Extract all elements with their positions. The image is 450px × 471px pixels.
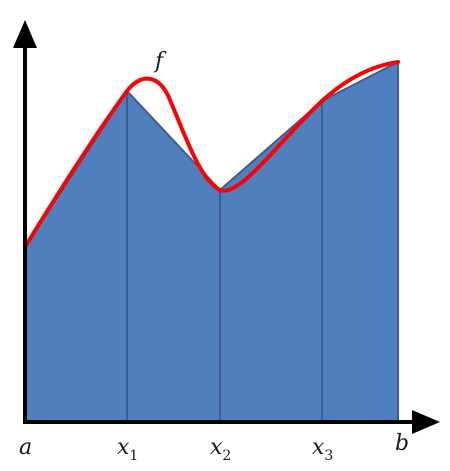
label-x2: x2	[210, 435, 231, 464]
partition-lines	[126, 62, 399, 422]
axes	[23, 40, 418, 424]
label-x1-base: x	[117, 435, 130, 460]
trapezoid-2	[127, 91, 220, 422]
function-curve	[23, 60, 400, 249]
label-x1-sub: 1	[129, 448, 138, 464]
label-x2-base: x	[210, 435, 223, 460]
label-x3-sub: 3	[324, 448, 333, 464]
trapezoid-1	[25, 91, 127, 422]
label-x2-sub: 2	[222, 448, 231, 464]
label-b: b	[395, 431, 409, 456]
trapezoid-area	[25, 62, 398, 422]
x-axis-arrow-icon	[412, 410, 440, 434]
label-x3: x3	[312, 435, 333, 464]
trapezoid-3	[220, 101, 322, 422]
label-a: a	[19, 435, 32, 460]
label-x1: x1	[117, 435, 138, 464]
trapezoid-4	[322, 62, 398, 422]
label-x3-base: x	[312, 435, 325, 460]
function-label: f	[153, 49, 167, 74]
y-axis-arrow-icon	[13, 20, 37, 48]
